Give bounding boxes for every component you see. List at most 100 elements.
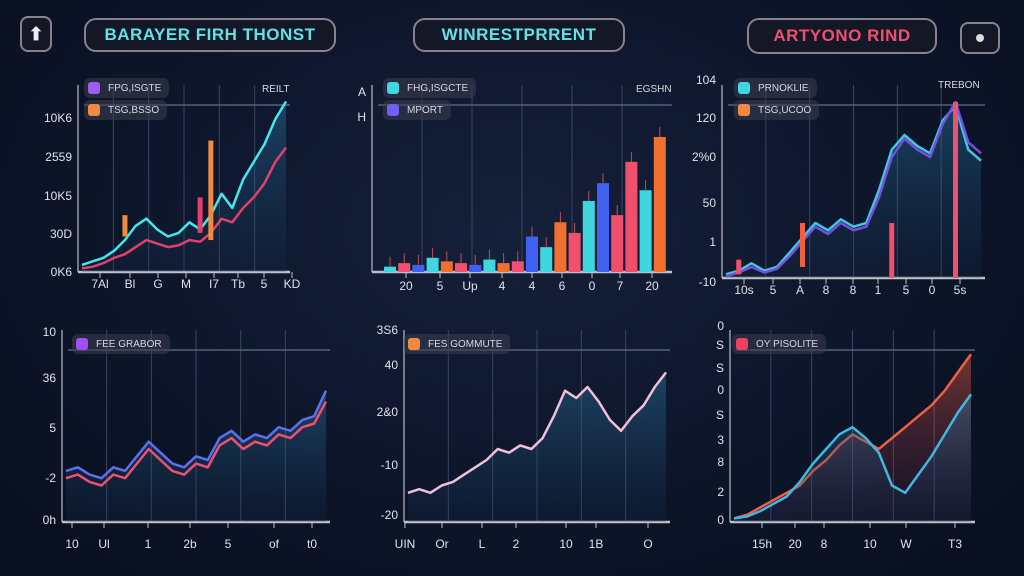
x-tick-label: Ul (98, 537, 109, 551)
legend-item[interactable]: TSG,BSSO (84, 100, 168, 120)
tab-1[interactable]: WINRESTPRRENT (413, 18, 625, 52)
series-line (733, 393, 973, 520)
legend-swatch (387, 104, 399, 116)
candle-bar (800, 222, 805, 267)
bar (625, 161, 638, 272)
x-tick-label: 8 (850, 283, 857, 297)
legend-item[interactable]: MPORT (383, 100, 451, 120)
x-tick-label: Or (435, 537, 448, 551)
candle-bar (953, 101, 958, 278)
y-tick-label: -2 (45, 471, 56, 485)
x-tick-label: 5 (903, 283, 910, 297)
series-line (65, 401, 328, 487)
y-tick-label: -10 (381, 458, 399, 472)
series-line (407, 371, 667, 495)
x-tick-label: 15h (752, 537, 772, 551)
bar (540, 247, 553, 272)
series-line (65, 390, 328, 480)
legend-swatch (738, 82, 750, 94)
y-tick-label: 1 (709, 235, 716, 249)
series-line (725, 100, 982, 278)
menu-button[interactable] (960, 22, 1000, 54)
y-tick-label: S (716, 361, 724, 375)
corner-label: TREBON (938, 80, 980, 91)
bar (469, 264, 482, 272)
candle-bar (208, 140, 214, 241)
legend-label: PRNOKLIE (758, 82, 809, 94)
candle-bar (889, 222, 895, 278)
x-tick-label: 10 (863, 537, 877, 551)
bar (554, 222, 567, 272)
tab-label: WINRESTPRRENT (441, 25, 597, 44)
x-tick-label: 0 (589, 279, 596, 293)
x-tick-label: 5 (437, 279, 444, 293)
x-tick-label: 1B (589, 537, 604, 551)
x-tick-label: 0 (929, 283, 936, 297)
legend-item[interactable]: FES GOMMUTE (404, 334, 511, 354)
x-tick-label: L (479, 537, 486, 551)
x-tick-label: 5 (261, 277, 268, 291)
legend-swatch (736, 338, 748, 350)
y-tick-label: A (358, 85, 366, 99)
y-tick-label: 2559 (45, 150, 72, 164)
candle-bar (122, 215, 128, 237)
x-tick-label: M (181, 277, 191, 291)
x-tick-label: I7 (209, 277, 219, 291)
x-tick-label: UIN (395, 537, 416, 551)
legend-label: OY PISOLITE (756, 338, 819, 350)
y-tick-label: 2&0 (377, 405, 399, 419)
y-tick-label: 104 (696, 73, 716, 87)
legend-item[interactable]: OY PISOLITE (732, 334, 827, 354)
y-tick-label: 36 (43, 371, 57, 385)
y-tick-label: 0K6 (51, 265, 73, 279)
y-tick-label: 30D (50, 227, 72, 241)
y-tick-label: 2 (717, 485, 724, 499)
x-tick-label: G (153, 277, 162, 291)
bar (455, 263, 467, 272)
y-tick-label: 2%0 (692, 150, 716, 164)
x-tick-label: 5 (770, 283, 777, 297)
y-tick-label: -10 (699, 275, 717, 289)
corner-label: REILT (262, 84, 290, 95)
back-button[interactable]: ⬆ (20, 16, 52, 52)
x-tick-label: A (796, 283, 804, 297)
y-tick-label: S (716, 408, 724, 422)
legend-label: TSG,BSSO (108, 104, 160, 116)
legend-item[interactable]: FPG,ISGTE (84, 78, 170, 98)
arrow-up-icon: ⬆ (28, 23, 44, 44)
legend-item[interactable]: FEE GRABOR (72, 334, 170, 354)
bar (426, 257, 439, 272)
x-tick-label: 20 (788, 537, 802, 551)
y-tick-label: 0 (717, 383, 724, 397)
bar (483, 259, 496, 272)
x-tick-label: 8 (821, 537, 828, 551)
legend-item[interactable]: FHG,ISGCTE (383, 78, 477, 98)
x-tick-label: 1 (145, 537, 152, 551)
tab-0[interactable]: BARAYER FIRH THONST (84, 18, 336, 52)
series-line (725, 104, 982, 276)
tab-2[interactable]: ARTYONO RIND (747, 18, 937, 54)
x-tick-label: W (900, 537, 912, 551)
x-tick-label: 7 (617, 279, 624, 293)
x-tick-label: T3 (948, 537, 962, 551)
y-tick-label: 40 (385, 358, 399, 372)
y-tick-label: 10 (43, 325, 57, 339)
x-tick-label: 6 (559, 279, 566, 293)
candle-bar (197, 197, 203, 233)
y-tick-label: 3 (717, 433, 724, 447)
legend-item[interactable]: PRNOKLIE (734, 78, 817, 98)
dot-icon (976, 34, 984, 42)
x-tick-label: 10s (734, 283, 753, 297)
bar (398, 263, 411, 272)
bar (582, 200, 595, 272)
y-tick-label: 0 (717, 319, 724, 333)
legend-swatch (88, 104, 100, 116)
bar (412, 264, 425, 272)
legend-label: FES GOMMUTE (428, 338, 503, 350)
legend-label: FEE GRABOR (96, 338, 162, 350)
tab-label: ARTYONO RIND (773, 26, 911, 45)
bar (440, 261, 453, 272)
legend-item[interactable]: TSG,UCOO (734, 100, 820, 120)
y-tick-label: -20 (381, 508, 399, 522)
